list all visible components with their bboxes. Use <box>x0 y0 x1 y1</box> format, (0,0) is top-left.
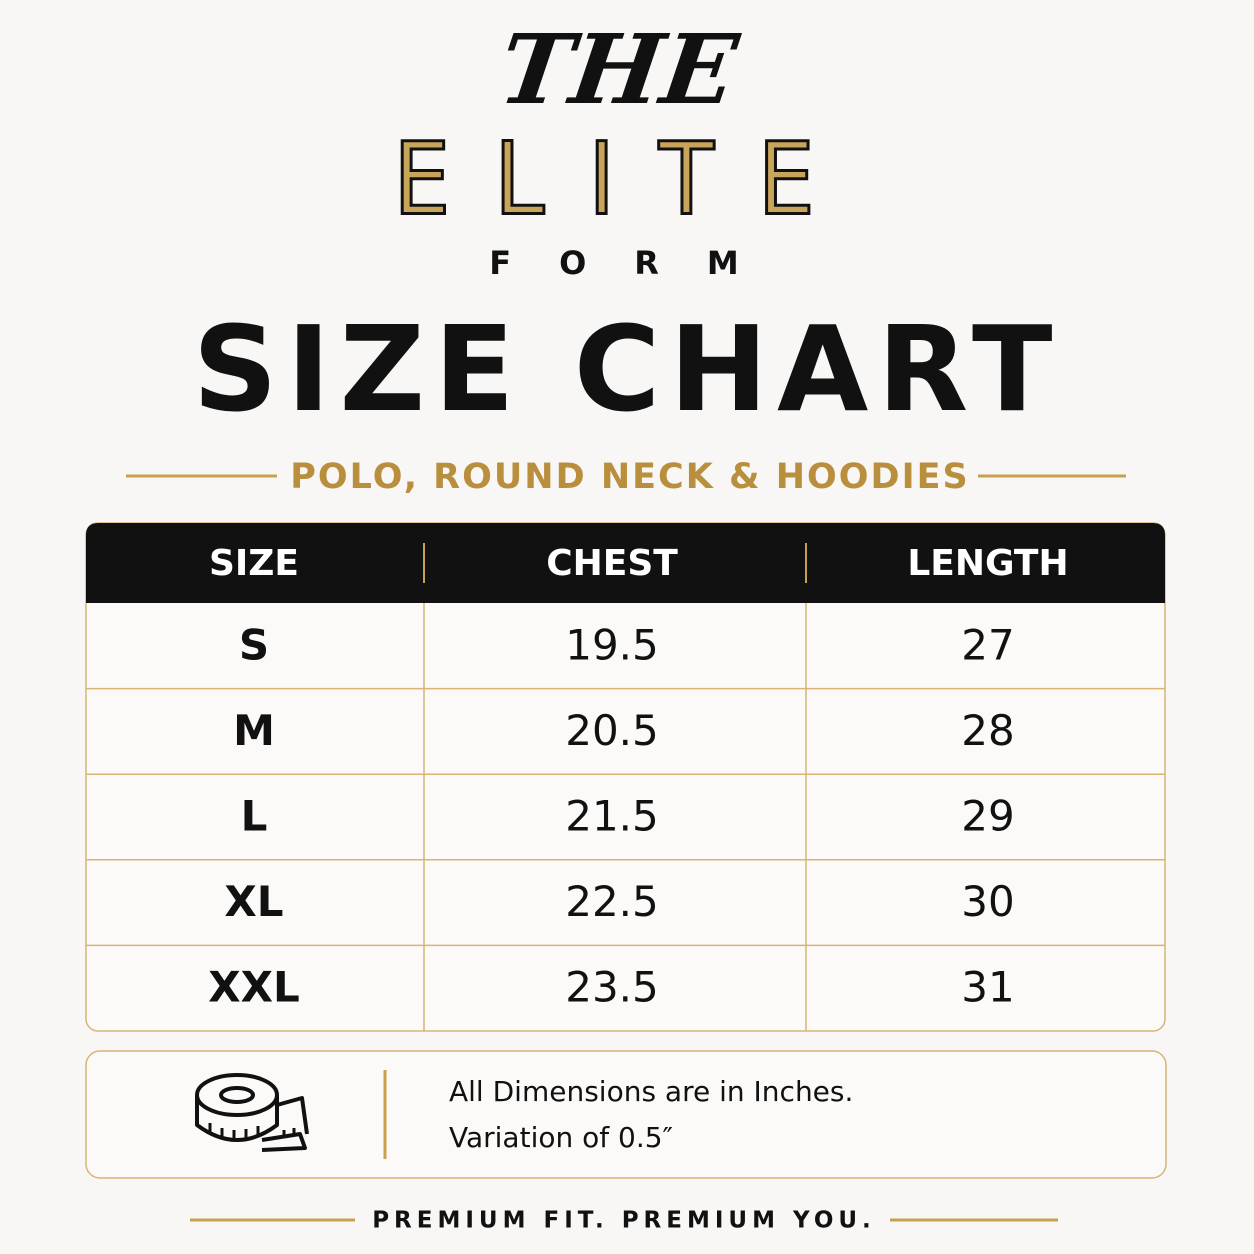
title: SIZE CHART <box>193 300 1062 438</box>
table-cell: 30 <box>961 877 1014 926</box>
table-cell: 27 <box>961 620 1014 669</box>
note-line: All Dimensions are in Inches. <box>449 1075 853 1108</box>
note-box <box>85 1050 1167 1179</box>
table-cell: XXL <box>208 963 300 1012</box>
table-cell: 31 <box>961 963 1014 1012</box>
footer: PREMIUM FIT. PREMIUM YOU. <box>372 1208 876 1234</box>
table-cell: 21.5 <box>565 792 659 841</box>
table-cell: S <box>239 620 269 669</box>
brand-bottom: FORM <box>489 244 787 282</box>
table-cell: L <box>241 792 268 841</box>
note-line: Variation of 0.5″ <box>449 1121 673 1154</box>
table-cell: 20.5 <box>565 706 659 755</box>
size-table: SIZE CHEST LENGTH S 19.5 27 M 20.5 28 L 21.5 29 XL 22… <box>85 522 1166 1032</box>
table-cell: 23.5 <box>565 963 659 1012</box>
table-cell: 28 <box>961 706 1014 755</box>
table-header <box>86 523 1165 603</box>
tape-icon <box>195 1073 309 1152</box>
subtitle: POLO, ROUND NECK & HOODIES <box>290 457 969 497</box>
table-cell: XL <box>224 877 283 926</box>
table-cell: 19.5 <box>565 620 659 669</box>
table-cell: M <box>233 706 275 755</box>
brand-top: THE <box>493 13 746 126</box>
header-cell: CHEST <box>546 543 678 584</box>
header-cell: LENGTH <box>907 543 1068 584</box>
table-cell: 29 <box>961 792 1014 841</box>
table-cell: 22.5 <box>565 877 659 926</box>
brand-middle: ELITE <box>393 120 858 237</box>
header-cell: SIZE <box>209 543 299 584</box>
